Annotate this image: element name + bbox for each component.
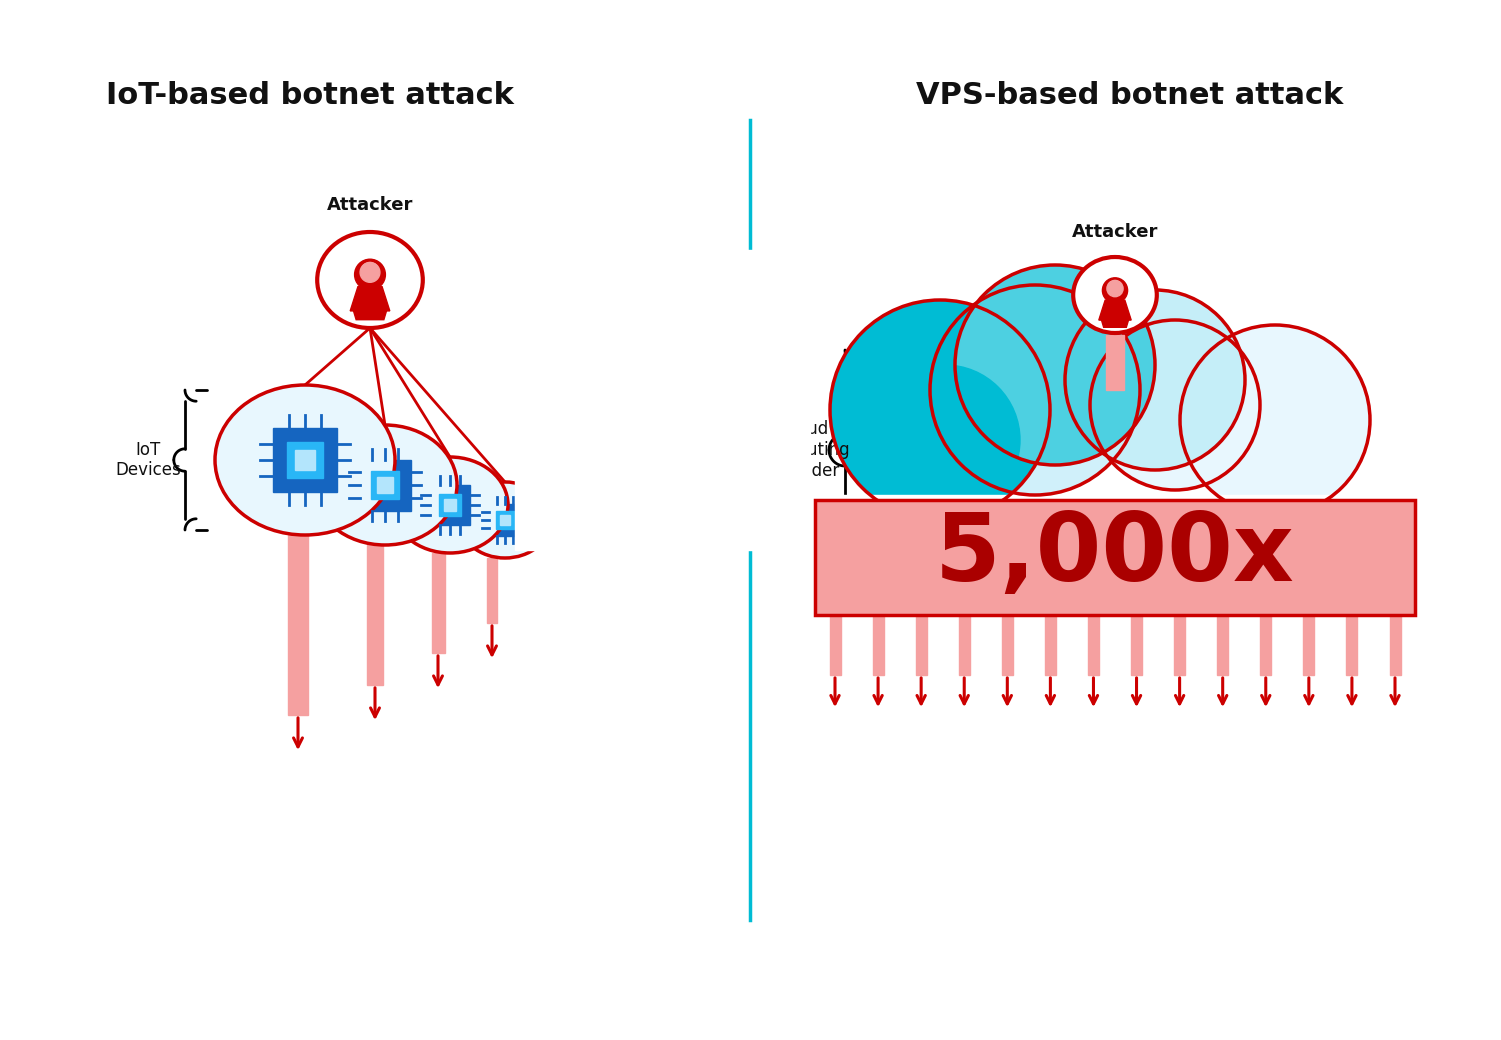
Circle shape xyxy=(931,285,1139,495)
Bar xyxy=(1174,615,1186,675)
Bar xyxy=(805,495,1424,550)
Circle shape xyxy=(1106,281,1123,296)
Bar xyxy=(288,442,323,477)
Polygon shape xyxy=(1100,316,1130,328)
Bar xyxy=(916,615,926,675)
Ellipse shape xyxy=(314,425,456,545)
Bar xyxy=(815,500,1415,615)
Bar xyxy=(1001,615,1013,675)
Circle shape xyxy=(1108,281,1123,295)
Circle shape xyxy=(354,259,386,290)
Text: 5,000x: 5,000x xyxy=(935,510,1295,601)
Circle shape xyxy=(1066,290,1244,470)
Circle shape xyxy=(830,300,1051,520)
Text: VPS-based botnet attack: VPS-based botnet attack xyxy=(917,80,1343,109)
Polygon shape xyxy=(350,287,390,311)
Text: IoT
Devices: IoT Devices xyxy=(116,441,182,479)
Bar xyxy=(1261,615,1271,675)
Bar xyxy=(872,615,884,675)
Text: IoT-based botnet attack: IoT-based botnet attack xyxy=(107,80,513,109)
Bar xyxy=(500,515,510,525)
Bar xyxy=(444,499,456,511)
Bar xyxy=(368,545,383,685)
Bar xyxy=(515,250,811,550)
Bar xyxy=(815,500,1415,615)
Bar xyxy=(959,615,970,675)
Ellipse shape xyxy=(1073,257,1157,333)
Bar xyxy=(431,553,444,653)
Text: Attacker: Attacker xyxy=(1072,223,1159,241)
Bar xyxy=(486,558,497,623)
Bar xyxy=(1088,615,1099,675)
Bar xyxy=(360,460,410,511)
Bar xyxy=(273,428,336,492)
Bar xyxy=(1132,615,1142,675)
Circle shape xyxy=(1090,320,1259,490)
Ellipse shape xyxy=(317,232,423,328)
Bar xyxy=(1346,615,1357,675)
Bar xyxy=(489,503,521,537)
Bar xyxy=(1045,615,1055,675)
Bar xyxy=(288,535,308,716)
Ellipse shape xyxy=(215,385,395,535)
Circle shape xyxy=(871,365,1021,515)
Bar xyxy=(830,615,841,675)
Ellipse shape xyxy=(392,457,507,553)
Text: Attacker: Attacker xyxy=(327,196,413,214)
Bar xyxy=(1106,335,1124,390)
Bar xyxy=(1394,250,1501,550)
Polygon shape xyxy=(1099,301,1132,320)
Bar xyxy=(371,471,399,499)
Bar xyxy=(429,485,470,525)
Text: Cloud
computing
provider: Cloud computing provider xyxy=(761,420,850,479)
Bar xyxy=(438,494,461,516)
Circle shape xyxy=(1102,278,1127,303)
Bar xyxy=(497,511,513,529)
Circle shape xyxy=(955,265,1154,465)
Bar xyxy=(1217,615,1228,675)
Polygon shape xyxy=(353,307,387,319)
Circle shape xyxy=(1180,326,1370,515)
Bar xyxy=(377,477,393,493)
Circle shape xyxy=(362,262,378,280)
Bar xyxy=(1390,615,1400,675)
Ellipse shape xyxy=(459,482,551,558)
Circle shape xyxy=(360,262,380,282)
Bar xyxy=(1303,615,1315,675)
Bar xyxy=(296,450,315,470)
